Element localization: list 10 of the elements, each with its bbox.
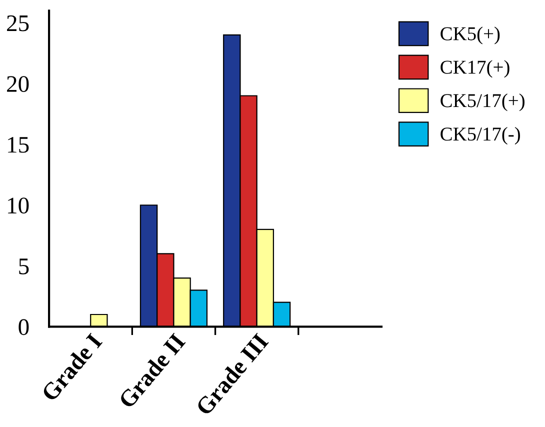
y-tick-label: 15 xyxy=(8,136,29,153)
y-tick-label: 20 xyxy=(7,76,29,92)
y-tick-label: 10 xyxy=(8,198,29,214)
legend-label: CK5/17(+) xyxy=(440,94,524,112)
legend-label: CK17(+) xyxy=(440,60,510,78)
legend-label: CK5/17(-) xyxy=(440,126,520,145)
y-tick-label: 0 xyxy=(18,319,29,336)
legend-label: CK5(+) xyxy=(440,26,500,44)
y-tick-label: 25 xyxy=(7,15,29,32)
y-tick-label: 5 xyxy=(19,258,29,274)
